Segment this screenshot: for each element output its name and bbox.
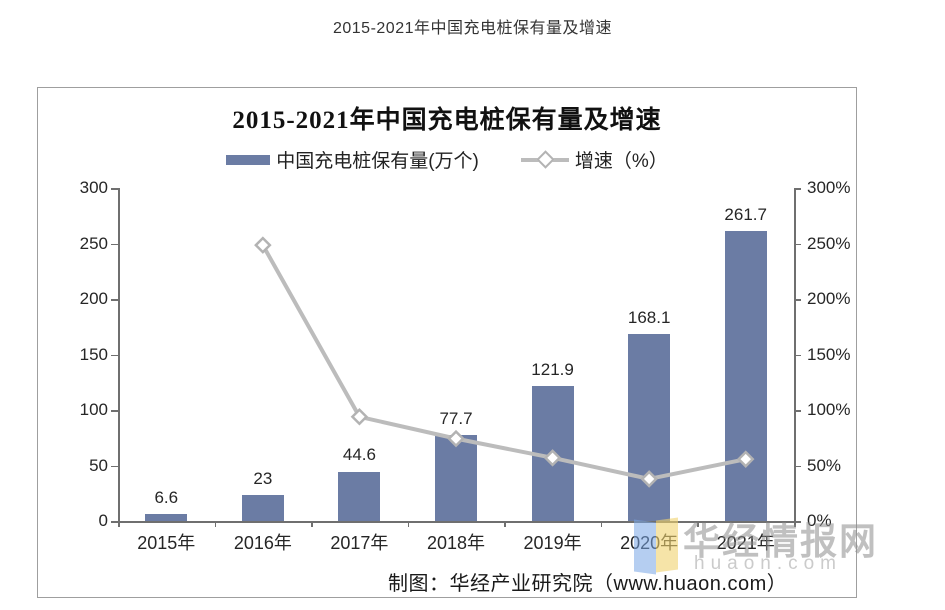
y-axis-label-left: 100 (79, 400, 108, 419)
diamond-marker-icon (736, 450, 755, 468)
y-axis-label-left: 0 (98, 511, 108, 530)
x-axis-label: 2019年 (523, 533, 582, 553)
y-axis-label-right: 150% (807, 344, 851, 364)
x-axis-label: 2021年 (716, 533, 775, 553)
x-tick (504, 521, 506, 527)
bar-2021年 (724, 230, 767, 521)
bar-2018年 (435, 434, 477, 521)
y-axis-label-left: 250 (79, 233, 108, 253)
bar-value-label: 121.9 (531, 359, 574, 379)
y-tick-left (111, 465, 118, 467)
growth-rate-line (254, 236, 755, 488)
y-tick-left (111, 188, 118, 190)
x-tick (118, 521, 120, 527)
legend-item-bar-series: 中国充电桩保有量(万个) (226, 146, 479, 173)
diamond-marker-icon (447, 429, 465, 448)
diamond-marker-icon (536, 149, 555, 169)
bar-series-swatch-icon (226, 154, 271, 165)
y-tick-left (111, 243, 118, 245)
line-series-swatch-icon (520, 149, 569, 169)
x-axis-label: 2018年 (426, 533, 485, 553)
y-axis-label-right: 0% (807, 511, 832, 530)
y-tick-left (111, 521, 118, 523)
x-tick (794, 521, 796, 527)
watermark-subtext: huaon.com (694, 553, 843, 574)
plot-area: 6.6 23 44.6 77.7 121.9 168.1 261.7 (118, 188, 794, 521)
bar-2020年 (628, 334, 671, 521)
y-axis-label-right: 250% (807, 233, 851, 253)
y-tick-left (111, 354, 118, 356)
bar-value-label: 6.6 (154, 487, 179, 507)
y-axis-label-left: 200 (79, 289, 108, 308)
y-axis-label-right: 300% (807, 178, 851, 197)
y-tick-right (794, 465, 801, 467)
y-tick-left (111, 410, 118, 412)
x-axis-label: 2017年 (330, 533, 389, 553)
legend-label-line-series: 增速（%） (574, 151, 668, 172)
x-tick (407, 521, 410, 527)
y-axis-label-right: 200% (807, 289, 851, 308)
bar-value-label: 261.7 (724, 204, 767, 224)
x-axis (118, 521, 796, 523)
x-tick (214, 521, 217, 527)
page-title: 2015-2021年中国充电桩保有量及增速 (332, 20, 613, 37)
legend-label-bar-series: 中国充电桩保有量(万个) (276, 151, 479, 172)
y-axis-label-right: 50% (807, 455, 842, 475)
y-tick-right (794, 299, 801, 301)
y-tick-right (794, 410, 801, 412)
x-tick (600, 521, 603, 527)
diamond-marker-icon (350, 408, 369, 426)
x-axis-label: 2016年 (233, 533, 292, 553)
legend-item-line-series: 增速（%） (520, 146, 668, 173)
y-tick-right (794, 243, 801, 245)
chart-legend: 中国充电桩保有量(万个) 增速（%） (38, 146, 856, 173)
x-tick (697, 521, 699, 527)
diamond-marker-icon (254, 236, 272, 254)
bar-2015年 (145, 513, 188, 521)
growth-line-path (261, 244, 747, 481)
chart-container: 2015-2021年中国充电桩保有量及增速 中国充电桩保有量(万个) 增速（%）… (37, 87, 876, 598)
y-tick-right (794, 521, 801, 523)
y-tick-left (111, 299, 118, 301)
bar-2017年 (338, 471, 381, 521)
y-tick-right (794, 354, 801, 356)
bar-value-label: 168.1 (627, 308, 671, 328)
bar-value-label: 23 (253, 469, 273, 489)
x-tick (311, 521, 313, 527)
y-axis-label-left: 150 (79, 344, 108, 364)
diamond-marker-icon (640, 470, 658, 488)
y-tick-right (794, 188, 801, 190)
y-axis-label-right: 100% (807, 400, 851, 419)
y-axis-label-left: 300 (79, 178, 108, 197)
bar-2016年 (241, 495, 284, 521)
x-axis-label: 2015年 (137, 533, 196, 553)
source-credit: 制图：华经产业研究院（www.huaon.com） (388, 573, 788, 595)
bar-value-label: 77.7 (439, 408, 473, 428)
y-axis-label-left: 50 (89, 455, 108, 475)
chart-title: 2015-2021年中国充电桩保有量及增速 (232, 107, 662, 134)
diamond-marker-icon (543, 449, 562, 467)
bar-value-label: 44.6 (342, 445, 376, 465)
y-axis-left (118, 188, 120, 521)
watermark-text: 华经情报网 (683, 521, 878, 562)
